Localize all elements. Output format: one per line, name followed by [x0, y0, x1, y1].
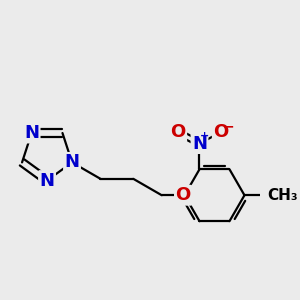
Text: +: + [200, 131, 209, 141]
Text: −: − [222, 119, 234, 134]
Text: O: O [213, 123, 229, 141]
Text: O: O [170, 123, 186, 141]
Text: N: N [64, 153, 80, 171]
Text: O: O [176, 186, 191, 204]
Text: N: N [24, 124, 39, 142]
Text: CH₃: CH₃ [267, 188, 298, 203]
Text: N: N [192, 135, 207, 153]
Text: N: N [40, 172, 55, 190]
